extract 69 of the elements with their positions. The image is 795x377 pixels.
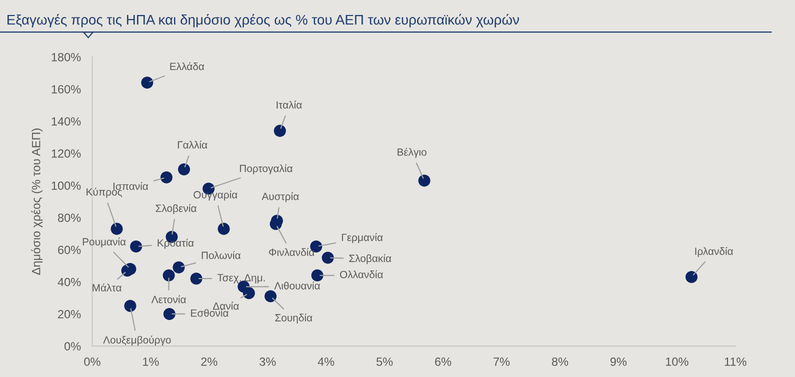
annotation: Κροατία: [158, 238, 194, 249]
annotation: Γαλλία: [178, 140, 208, 149]
annotation: Σλοβακία: [349, 254, 392, 264]
annotation: Δανία: [212, 302, 239, 310]
x-tick-label: 7%: [494, 358, 510, 366]
x-tick-label: 6%: [435, 358, 452, 366]
point: [160, 171, 172, 184]
annotation: Μάλτα: [92, 283, 122, 292]
y-tick-label: 40%: [58, 278, 81, 286]
y-tick-label: 120%: [52, 149, 81, 158]
annotation: Βέλγιο: [398, 148, 426, 158]
chart-title: Εξαγωγές προς τις ΗΠΑ και δημόσιο χρέος ως % του ΑΕΠ των ευρωπαϊκών χωρών: [8, 14, 519, 28]
annotation: Πολωνία: [202, 251, 241, 260]
annotation: Πορτογαλία: [240, 164, 292, 174]
x-tick-label: 11%: [724, 358, 746, 366]
x-tick-label: 8%: [552, 358, 568, 366]
annotation: Σλοβενία: [156, 204, 196, 214]
x-tick-label: 9%: [610, 358, 627, 366]
x-tick-label: 3%: [260, 358, 276, 366]
point: [322, 252, 334, 264]
point: [418, 174, 430, 187]
annotation: Κύπρος: [86, 188, 122, 198]
annotation: Ελλάδα: [170, 62, 204, 70]
point: [172, 261, 185, 274]
annotation: Λουξεμβούργο: [103, 336, 171, 346]
point: [264, 290, 277, 302]
point: [162, 269, 175, 282]
point: [686, 270, 698, 284]
annotation: Φινλανδία: [269, 248, 314, 256]
point: [274, 124, 286, 137]
annotation: Αυστρία: [262, 192, 299, 202]
point: [242, 287, 255, 300]
y-tick-label: 140%: [52, 117, 81, 126]
x-tick-label: 0%: [84, 358, 100, 366]
point: [124, 300, 136, 312]
annotation: Τσεχ. Δημ.: [217, 274, 265, 284]
x-tick-label: 10%: [666, 358, 688, 366]
point: [190, 272, 202, 285]
y-tick-label: 80%: [58, 214, 81, 222]
y-tick-label: 180%: [52, 52, 81, 62]
point: [130, 240, 142, 252]
point: [218, 222, 230, 235]
x-tick-label: 5%: [376, 358, 393, 366]
annotation: Σουηδία: [275, 314, 312, 324]
x-tick-label: 1%: [143, 358, 159, 366]
point: [163, 308, 176, 320]
point: [121, 264, 134, 277]
y-axis-title: Δημόσιο χρέος (% του ΑΕΠ): [31, 128, 43, 275]
point: [110, 222, 123, 235]
annotation: Ιταλία: [276, 100, 302, 109]
x-tick-label: 2%: [201, 358, 218, 366]
point: [178, 163, 190, 176]
annotation: Ισπανία: [113, 182, 148, 190]
annotation: Ρουμανία: [82, 238, 126, 248]
point: [141, 76, 154, 89]
annotation: Ουγγαρία: [194, 190, 238, 200]
annotation: Ιρλανδία: [695, 247, 734, 258]
y-tick-label: 100%: [52, 181, 81, 190]
y-tick-label: 20%: [58, 310, 81, 318]
y-tick-label: 0%: [64, 342, 81, 350]
annotation: Γερμανία: [342, 233, 383, 244]
y-tick-label: 160%: [52, 85, 81, 94]
point: [311, 269, 324, 282]
annotation: Ολλανδία: [340, 270, 383, 278]
y-tick-label: 60%: [58, 246, 81, 254]
annotation: Λιθουανία: [274, 281, 320, 290]
annotation: Λετονία: [151, 295, 186, 304]
annotation: Εσθονία: [191, 308, 228, 317]
x-tick-label: 4%: [318, 358, 334, 366]
